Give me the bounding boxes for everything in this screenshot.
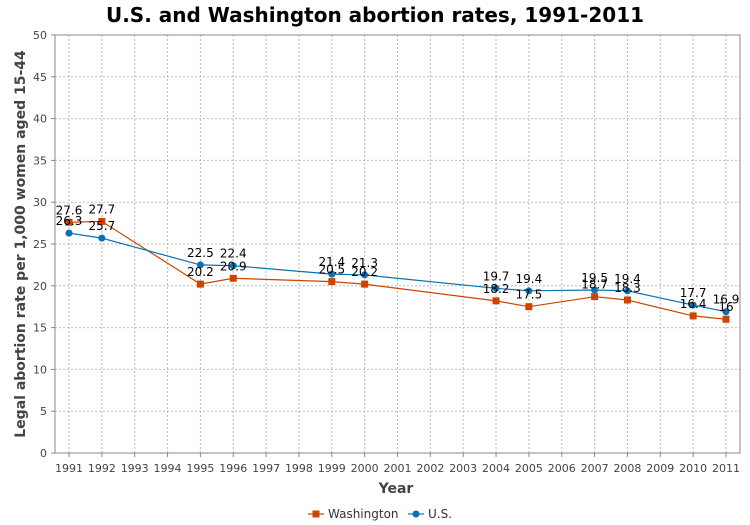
legend-u-s-marker xyxy=(412,510,420,518)
x-tick-label: 2006 xyxy=(548,462,576,475)
u-s-data-label: 22.5 xyxy=(187,246,214,260)
washington-data-label: 17.5 xyxy=(516,288,543,302)
x-tick-label: 2001 xyxy=(384,462,412,475)
washington-data-label: 16.4 xyxy=(680,297,707,311)
x-tick-label: 2003 xyxy=(449,462,477,475)
washington-series-line xyxy=(68,220,727,320)
washington-data-label: 27.6 xyxy=(56,203,83,217)
x-tick-label: 2000 xyxy=(351,462,379,475)
x-tick-label: 2004 xyxy=(482,462,510,475)
x-tick-label: 2005 xyxy=(515,462,543,475)
washington-point xyxy=(492,297,500,305)
x-tick-label: 2011 xyxy=(712,462,740,475)
washington-point xyxy=(361,280,369,288)
y-axis-ticks: 0 5 10 15 20 25 30 35 40 45 50 xyxy=(33,29,55,460)
y-tick-label: 10 xyxy=(33,363,47,376)
washington-data-label: 18.2 xyxy=(483,282,510,296)
washington-point xyxy=(623,296,631,304)
u-s-point xyxy=(361,271,369,279)
y-tick-label: 20 xyxy=(33,280,47,293)
x-tick-label: 1999 xyxy=(318,462,346,475)
u-s-data-label: 19.7 xyxy=(483,269,510,283)
y-axis-title: Legal abortion rate per 1,000 women aged… xyxy=(13,50,29,438)
u-s-data-label: 16.9 xyxy=(713,293,740,307)
x-tick-label: 1994 xyxy=(154,462,182,475)
u-s-data-label: 21.3 xyxy=(351,256,378,270)
u-s-data-label: 19.5 xyxy=(581,271,608,285)
chart-title: U.S. and Washington abortion rates, 1991… xyxy=(106,3,644,27)
u-s-data-label: 19.4 xyxy=(614,272,641,286)
y-tick-label: 5 xyxy=(40,405,47,418)
washington-data-label: 20.9 xyxy=(220,259,247,273)
u-s-point xyxy=(525,287,533,295)
washington-point xyxy=(229,274,237,282)
washington-point xyxy=(65,218,73,226)
washington-point xyxy=(591,293,599,301)
y-tick-label: 25 xyxy=(33,238,47,251)
y-tick-label: 0 xyxy=(40,447,47,460)
x-tick-label: 1995 xyxy=(186,462,214,475)
legend-u-s-label: U.S. xyxy=(428,507,452,521)
washington-data-label: 20.5 xyxy=(318,263,345,277)
u-s-data-label: 21.4 xyxy=(318,255,345,269)
x-tick-label: 1998 xyxy=(285,462,313,475)
grid xyxy=(55,34,740,454)
washington-data-label: 20.2 xyxy=(187,265,214,279)
x-tick-label: 2009 xyxy=(646,462,674,475)
y-tick-label: 50 xyxy=(33,29,47,42)
washington-data-label: 27.7 xyxy=(88,202,115,216)
u-s-point xyxy=(722,308,730,316)
legend-washington-marker xyxy=(312,510,320,518)
series-layer xyxy=(65,217,730,323)
washington-point xyxy=(328,278,336,286)
x-tick-label: 1996 xyxy=(219,462,247,475)
y-tick-label: 15 xyxy=(33,322,47,335)
u-s-point xyxy=(689,301,697,309)
u-s-point xyxy=(591,286,599,294)
washington-point xyxy=(196,280,204,288)
y-tick-label: 45 xyxy=(33,71,47,84)
x-axis-title: Year xyxy=(378,481,414,497)
u-s-data-label: 19.4 xyxy=(516,272,543,286)
u-s-point xyxy=(229,262,237,270)
x-tick-label: 2010 xyxy=(679,462,707,475)
washington-point xyxy=(689,312,697,320)
x-tick-label: 1992 xyxy=(88,462,116,475)
x-axis-ticks: 1991 1992 1993 1994 1995 1996 1997 1998 1999 2000… xyxy=(55,453,740,475)
washington-data-label: 16 xyxy=(718,300,733,314)
y-tick-label: 35 xyxy=(33,154,47,167)
legend: Washington U.S. xyxy=(308,507,452,521)
washington-point xyxy=(98,217,106,225)
y-tick-label: 30 xyxy=(33,196,47,209)
u-s-point xyxy=(492,284,500,292)
washington-point xyxy=(722,315,730,323)
data-labels: 27.6 27.7 20.2 20.9 20.5 20.2 18.2 17.5 18.7 18.3… xyxy=(56,202,740,314)
u-s-point xyxy=(65,229,73,237)
u-s-point xyxy=(98,234,106,242)
u-s-point xyxy=(196,261,204,269)
x-tick-label: 2008 xyxy=(613,462,641,475)
u-s-data-label: 25.7 xyxy=(88,219,115,233)
u-s-data-label: 26.3 xyxy=(56,214,83,228)
u-s-point xyxy=(623,287,631,295)
x-tick-label: 2007 xyxy=(581,462,609,475)
u-s-series-line xyxy=(68,232,727,313)
washington-data-label: 20.2 xyxy=(351,265,378,279)
x-tick-label: 1991 xyxy=(55,462,83,475)
x-tick-label: 1997 xyxy=(252,462,280,475)
u-s-data-label: 22.4 xyxy=(220,247,247,261)
washington-data-label: 18.3 xyxy=(614,281,641,295)
u-s-point xyxy=(328,270,336,278)
u-s-data-label: 17.7 xyxy=(680,286,707,300)
legend-washington-label: Washington xyxy=(328,507,399,521)
washington-point xyxy=(525,303,533,311)
x-tick-label: 2002 xyxy=(416,462,444,475)
x-tick-label: 1993 xyxy=(121,462,149,475)
washington-data-label: 18.7 xyxy=(581,278,608,292)
y-tick-label: 40 xyxy=(33,113,47,126)
